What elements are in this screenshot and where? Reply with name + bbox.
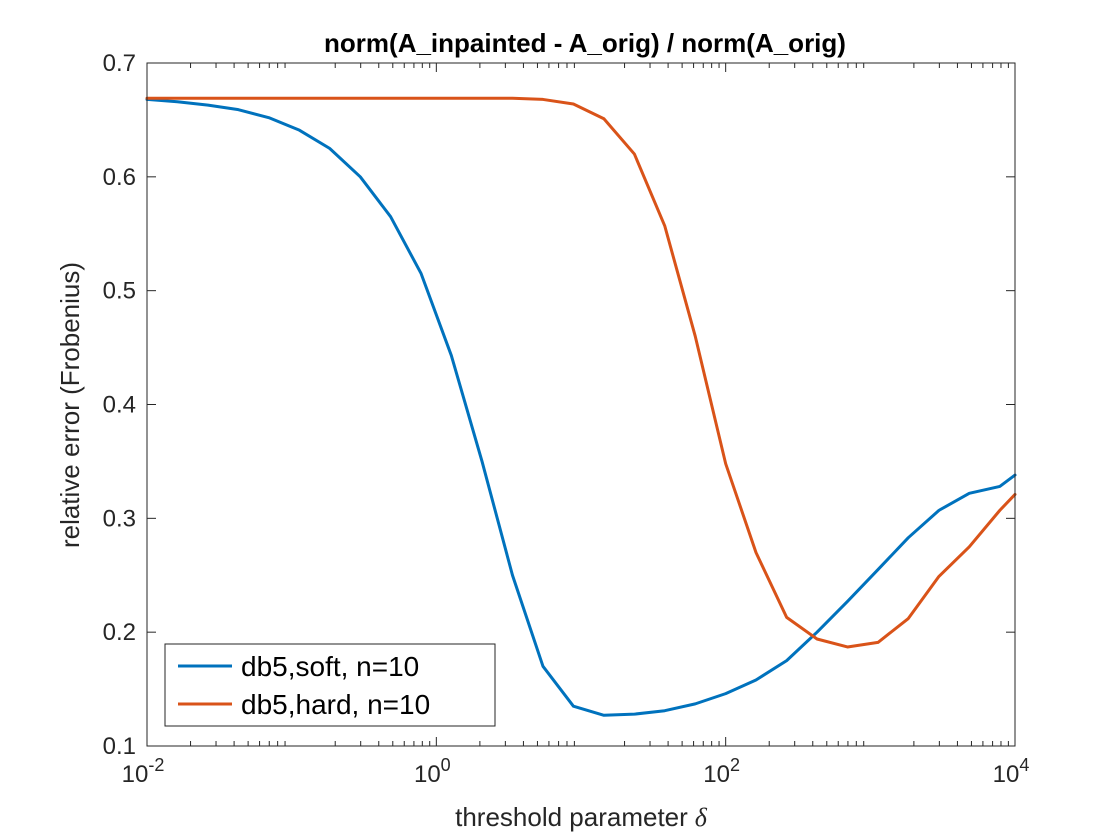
legend-label-hard: db5,hard, n=10 [241,689,430,720]
x-tick-label-base: 10 [414,761,441,788]
plot-area [147,63,1015,746]
y-tick-label: 0.3 [103,505,136,532]
legend: db5,soft, n=10 db5,hard, n=10 [164,643,496,727]
x-tick-label: 102 [703,755,740,788]
legend-label-soft: db5,soft, n=10 [241,651,419,682]
x-tick-label-exponent: 2 [730,755,740,775]
x-axis-label: threshold parameter δ [455,802,708,832]
x-tick-label-base: 10 [703,761,730,788]
y-tick-label: 0.1 [103,733,136,760]
x-axis-label-symbol: δ [695,803,708,832]
x-axis-label-text: threshold parameter [455,802,688,832]
x-tick-label-base: 10 [122,761,149,788]
x-tick-label: 10-2 [122,755,165,788]
x-tick-label: 100 [414,755,451,788]
series-line-1 [145,96,1017,649]
y-tick-label: 0.7 [103,50,136,77]
chart-title: norm(A_inpainted - A_orig) / norm(A_orig… [324,28,846,58]
legend-box [164,643,496,727]
y-tick-label: 0.6 [103,164,136,191]
x-tick-label-exponent: 4 [1019,755,1029,775]
y-tick-label: 0.4 [103,392,136,419]
series-line-0 [145,97,1017,717]
series-layer [145,96,1017,717]
y-axis: 0.1 0.2 0.3 0.4 0.5 0.6 0.7 [103,50,1015,760]
x-tick-label-exponent: -2 [148,755,164,775]
y-tick-label: 0.2 [103,619,136,646]
x-tick-label-base: 10 [993,761,1020,788]
x-tick-label-exponent: 0 [441,755,451,775]
x-axis: 10-2 100 102 104 [122,63,1030,788]
y-tick-label: 0.5 [103,278,136,305]
x-tick-label: 104 [993,755,1030,788]
y-axis-label: relative error (Frobenius) [55,262,85,548]
